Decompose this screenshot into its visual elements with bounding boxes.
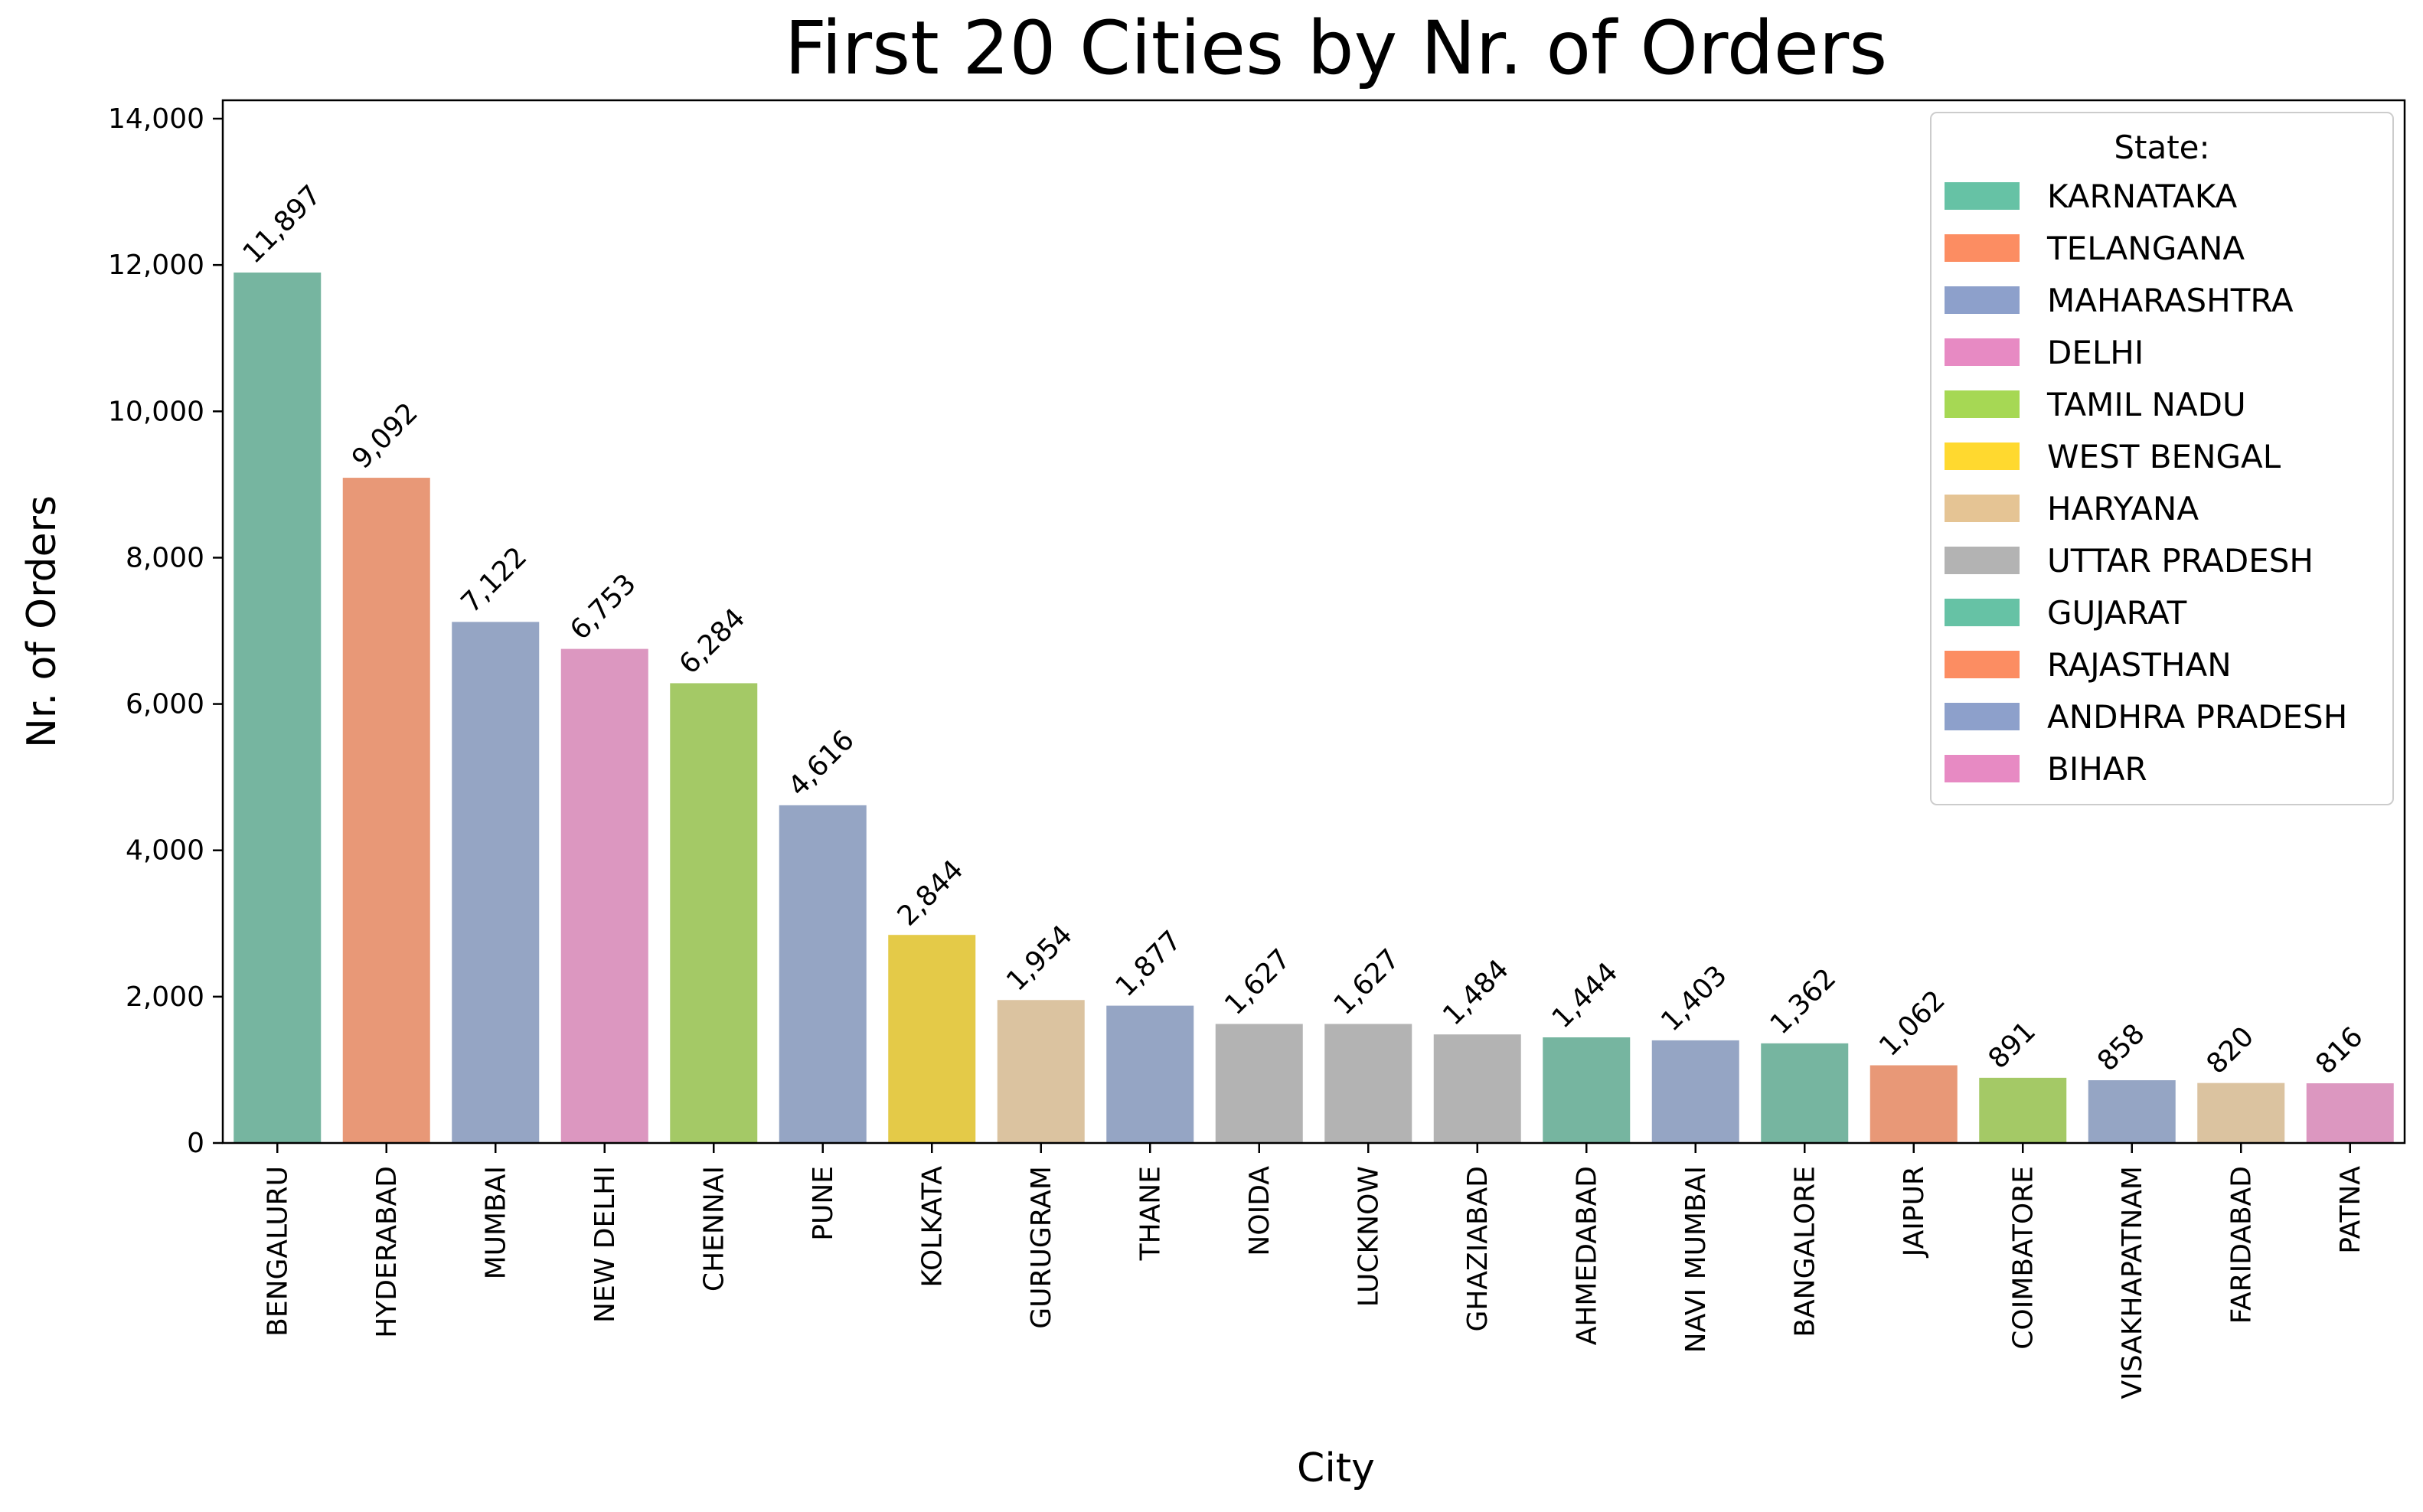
bar-kolkata: [888, 935, 976, 1143]
chart-title: First 20 Cities by Nr. of Orders: [785, 5, 1887, 91]
legend-entry-label: UTTAR PRADESH: [2047, 542, 2314, 580]
legend-swatch: [1945, 286, 2020, 314]
legend-entry-label: KARNATAKA: [2047, 178, 2238, 215]
legend-entry-label: DELHI: [2047, 334, 2144, 371]
bar-ahmedabad: [1543, 1037, 1631, 1143]
x-axis-title: City: [1297, 1445, 1375, 1491]
bar-pune: [779, 805, 867, 1143]
x-tick-label: NAVI MUMBAI: [1680, 1166, 1712, 1353]
legend-swatch: [1945, 755, 2020, 782]
bar-coimbatore: [1979, 1077, 2067, 1143]
x-tick-label: NEW DELHI: [589, 1166, 621, 1323]
x-tick-label: HYDERABAD: [371, 1166, 403, 1338]
x-tick-label: GHAZIABAD: [1462, 1166, 1494, 1332]
legend-swatch: [1945, 495, 2020, 522]
x-tick-label: CHENNAI: [698, 1166, 730, 1292]
y-tick-label: 8,000: [126, 542, 204, 573]
x-tick-label: VISAKHAPATNAM: [2117, 1166, 2148, 1399]
legend-swatch: [1945, 390, 2020, 418]
legend-box: [1930, 112, 2394, 805]
x-tick-label: FARIDABAD: [2225, 1166, 2257, 1324]
legend-entry-label: HARYANA: [2047, 490, 2199, 527]
x-tick-label: NOIDA: [1244, 1166, 1275, 1256]
y-tick-label: 12,000: [108, 250, 204, 281]
legend-entry-label: GUJARAT: [2047, 594, 2187, 632]
bar-ghaziabad: [1433, 1034, 1521, 1143]
legend-swatch: [1945, 547, 2020, 574]
legend-swatch: [1945, 599, 2020, 626]
legend-entry-label: BIHAR: [2047, 750, 2147, 788]
x-tick-label: PUNE: [808, 1166, 839, 1241]
bar-lucknow: [1324, 1024, 1412, 1143]
bar-navi-mumbai: [1651, 1040, 1739, 1143]
legend-swatch: [1945, 338, 2020, 366]
x-tick-label: AHMEDABAD: [1571, 1166, 1602, 1345]
bar-jaipur: [1869, 1065, 1958, 1143]
bar-hyderabad: [342, 478, 430, 1143]
y-tick-label: 4,000: [126, 835, 204, 867]
y-tick-label: 2,000: [126, 981, 204, 1013]
legend-swatch: [1945, 182, 2020, 210]
bar-gurugram: [997, 1000, 1085, 1143]
x-tick-label: THANE: [1135, 1166, 1166, 1261]
x-axis: BENGALURU HYDERABAD MUMBAI NEW DELHI CHENNAI…: [262, 1143, 2366, 1399]
legend-entry-label: ANDHRA PRADESH: [2047, 698, 2347, 736]
x-tick-label: BANGALORE: [1789, 1166, 1821, 1337]
bar-patna: [2306, 1083, 2394, 1143]
y-axis: 0 2,000 4,000 6,000 8,000 10,000 12,000 14,000: [108, 103, 223, 1159]
legend-swatch: [1945, 442, 2020, 470]
bar-faridabad: [2197, 1083, 2285, 1143]
bar-visakhapatnam: [2088, 1079, 2176, 1143]
bar-bangalore: [1761, 1043, 1849, 1143]
legend-swatch: [1945, 651, 2020, 678]
legend-items: KARNATAKA TELANGANA MAHARASHTRA DELHI TAMIL …: [1945, 178, 2347, 788]
y-tick-label: 14,000: [108, 103, 204, 135]
bar-chennai: [670, 683, 758, 1143]
x-tick-label: BENGALURU: [262, 1166, 293, 1337]
x-tick-label: JAIPUR: [1899, 1166, 1930, 1258]
y-axis-title-group: Nr. of Orders: [19, 495, 65, 748]
legend-title: State:: [2114, 129, 2209, 166]
x-tick-label: KOLKATA: [916, 1166, 948, 1288]
plot-frame: [221, 99, 2406, 1145]
legend-entry-label: WEST BENGAL: [2047, 438, 2281, 475]
legend-entry-label: TELANGANA: [2046, 230, 2245, 267]
legend: State: KARNATAKA TELANGANA MAHARASHTRA DELH…: [1930, 112, 2394, 805]
legend-swatch: [1945, 703, 2020, 730]
y-tick-label: 0: [187, 1128, 204, 1159]
bar-noida: [1215, 1024, 1303, 1143]
legend-entry-label: RAJASTHAN: [2047, 646, 2232, 684]
legend-entry-label: MAHARASHTRA: [2047, 282, 2294, 319]
bar-bengaluru: [233, 272, 322, 1144]
x-tick-label: LUCKNOW: [1353, 1166, 1384, 1307]
y-tick-label: 6,000: [126, 689, 204, 720]
legend-swatch: [1945, 234, 2020, 262]
legend-entry-label: TAMIL NADU: [2046, 386, 2246, 423]
x-tick-label: MUMBAI: [480, 1166, 511, 1279]
x-tick-label: COIMBATORE: [2007, 1166, 2039, 1350]
x-tick-label: PATNA: [2335, 1166, 2366, 1254]
bar-new-delhi: [560, 648, 648, 1143]
bar-thane: [1106, 1005, 1194, 1143]
x-tick-label: GURUGRAM: [1026, 1166, 1057, 1329]
y-tick-label: 10,000: [108, 396, 204, 427]
bar-mumbai: [452, 622, 540, 1143]
y-axis-title: Nr. of Orders: [19, 495, 65, 748]
